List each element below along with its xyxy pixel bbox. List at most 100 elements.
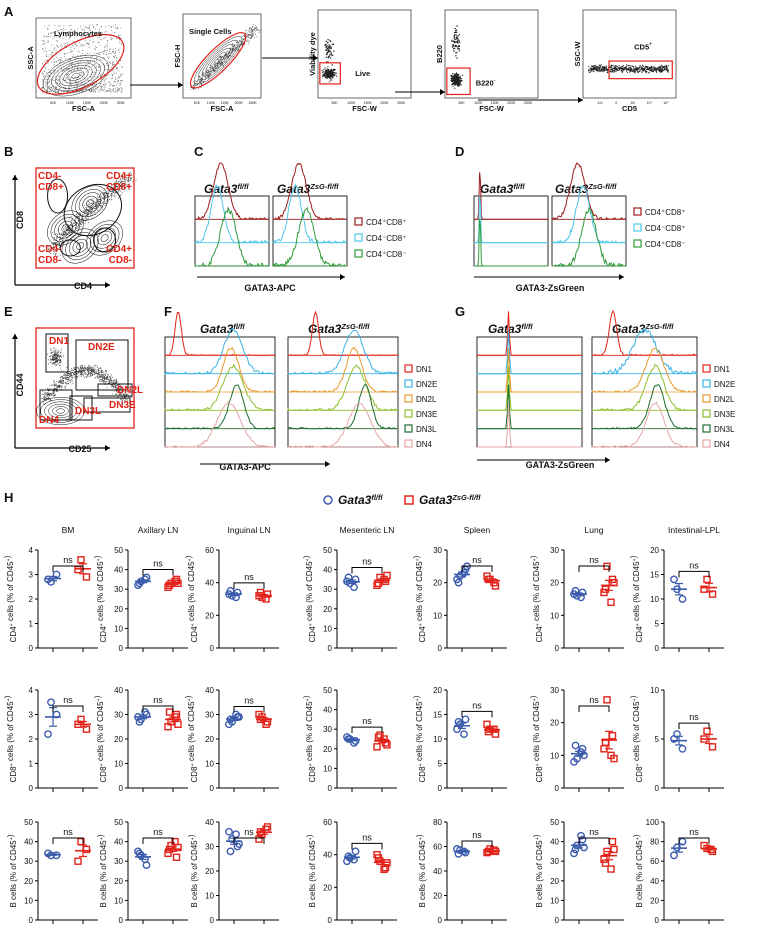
event-dot [41,63,43,65]
event-dot [76,372,78,374]
event-dot [68,25,70,27]
event-dot [42,79,44,81]
event-dot [68,375,70,377]
event-dot [64,377,66,379]
event-dot [44,36,45,38]
event-dot [606,68,608,71]
event-dot [50,75,51,77]
event-dot [242,39,244,41]
event-dot [100,379,102,380]
event-dot [80,369,82,371]
event-dot [220,64,222,66]
event-dot [62,376,64,378]
event-dot [120,27,122,29]
event-dot [327,50,330,52]
event-dot [64,68,66,70]
event-dot [661,69,663,71]
panel-d-legend-swatch [633,223,642,232]
event-dot [81,91,83,93]
event-dot [46,56,48,58]
event-dot [111,38,113,40]
event-dot [77,50,79,52]
event-dot [62,380,64,382]
event-dot [98,28,100,30]
event-dot [70,227,72,229]
event-dot [61,376,63,377]
event-dot [105,46,107,48]
event-dot [212,64,214,66]
event-dot [101,81,103,83]
event-dot [77,370,79,372]
event-dot [78,82,79,84]
event-dot [596,68,599,70]
event-dot [106,41,108,43]
event-dot [57,241,58,243]
histogram-frame [473,195,549,267]
event-dot [655,68,657,71]
event-dot [91,210,93,212]
event-dot [95,91,97,93]
event-dot [456,74,458,76]
event-dot [52,384,54,386]
density-contour [67,70,85,81]
event-dot [58,356,60,358]
event-dot [99,32,101,34]
y-label-part: CD4 [99,626,108,643]
y-axis-label: CD4+ cells (% of CD45+) [93,555,108,642]
event-dot [56,351,58,353]
event-dot [61,91,62,92]
event-dot [49,395,50,397]
event-dot [212,68,214,70]
event-dot [53,363,55,365]
event-dot [48,41,50,43]
event-dot [54,63,56,65]
event-dot [645,66,647,68]
event-dot [96,86,98,88]
event-dot [98,203,100,205]
event-dot [81,364,83,366]
event-dot [47,40,49,42]
event-dot [619,68,621,70]
event-dot [74,57,76,59]
event-dot [100,33,102,35]
event-dot [75,218,77,219]
event-dot [451,46,454,48]
event-dot [95,86,97,87]
panel-g-ko-histogram [591,309,698,448]
event-dot [52,352,54,354]
event-dot [84,376,86,378]
event-dot [106,196,108,198]
event-dot [66,373,68,374]
event-dot [110,37,112,39]
event-dot [72,55,74,57]
event-dot [99,367,101,369]
event-dot [639,69,641,71]
event-dot [87,211,89,213]
event-dot [45,59,47,61]
gate-label: Single Cells [189,27,232,36]
event-dot [109,376,111,378]
event-dot [52,89,54,91]
event-dot [60,385,62,387]
event-dot [65,44,67,46]
event-dot [60,356,62,358]
event-dot [117,28,118,30]
event-dot [254,37,255,39]
event-dot [199,80,201,82]
event-dot [453,82,455,85]
event-dot [55,362,56,363]
event-dot [71,50,73,52]
event-dot [115,90,117,92]
event-dot [91,89,93,90]
event-dot [94,60,96,62]
event-dot [454,73,456,75]
event-dot [89,369,91,371]
event-dot [103,198,105,200]
event-dot [616,66,618,68]
y-tick-label: 2 [29,595,34,604]
event-dot [115,77,117,79]
event-dot [54,387,56,389]
